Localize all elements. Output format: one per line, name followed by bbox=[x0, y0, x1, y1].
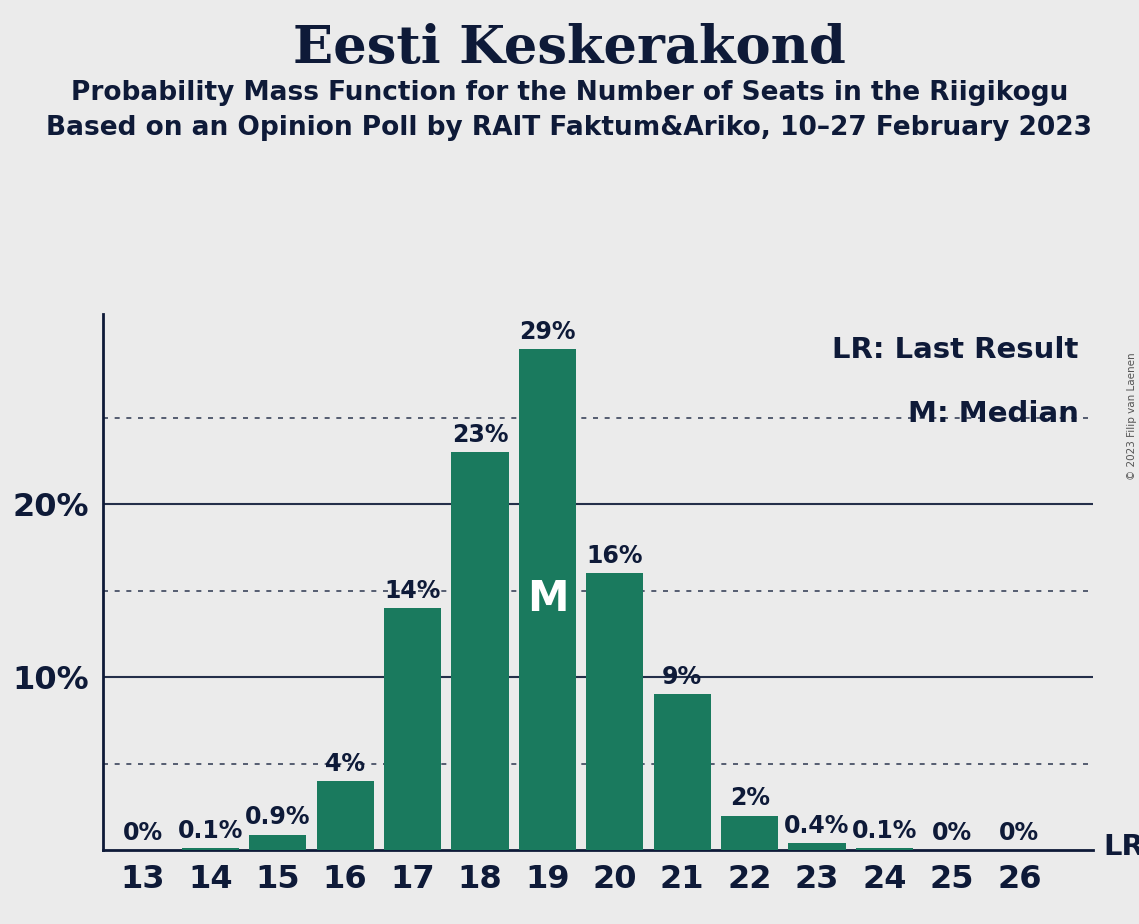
Bar bbox=[451, 453, 509, 850]
Bar bbox=[317, 781, 374, 850]
Text: 14%: 14% bbox=[384, 578, 441, 602]
Text: 0.4%: 0.4% bbox=[785, 814, 850, 838]
Text: 0%: 0% bbox=[932, 821, 972, 845]
Text: Eesti Keskerakond: Eesti Keskerakond bbox=[293, 23, 846, 74]
Bar bbox=[384, 608, 441, 850]
Text: M: M bbox=[526, 578, 568, 620]
Text: 0.1%: 0.1% bbox=[852, 820, 917, 844]
Text: Probability Mass Function for the Number of Seats in the Riigikogu: Probability Mass Function for the Number… bbox=[71, 80, 1068, 106]
Bar bbox=[518, 348, 576, 850]
Text: 4%: 4% bbox=[326, 752, 366, 776]
Bar bbox=[182, 848, 239, 850]
Text: M: Median: M: Median bbox=[908, 400, 1079, 428]
Text: © 2023 Filip van Laenen: © 2023 Filip van Laenen bbox=[1126, 352, 1137, 480]
Text: Based on an Opinion Poll by RAIT Faktum&Ariko, 10–27 February 2023: Based on an Opinion Poll by RAIT Faktum&… bbox=[47, 115, 1092, 140]
Bar bbox=[788, 844, 845, 850]
Text: 16%: 16% bbox=[587, 544, 644, 568]
Bar bbox=[249, 834, 306, 850]
Text: 0.9%: 0.9% bbox=[245, 806, 311, 830]
Text: 29%: 29% bbox=[519, 320, 575, 344]
Bar bbox=[654, 695, 711, 850]
Text: LR: Last Result: LR: Last Result bbox=[833, 335, 1079, 364]
Text: 0%: 0% bbox=[123, 821, 163, 845]
Text: 23%: 23% bbox=[452, 423, 508, 447]
Text: 9%: 9% bbox=[662, 665, 703, 689]
Bar bbox=[855, 848, 913, 850]
Text: 0.1%: 0.1% bbox=[178, 820, 243, 844]
Text: 2%: 2% bbox=[730, 786, 770, 810]
Bar bbox=[587, 574, 644, 850]
Text: LR: LR bbox=[1104, 833, 1139, 861]
Bar bbox=[721, 816, 778, 850]
Text: 0%: 0% bbox=[999, 821, 1040, 845]
